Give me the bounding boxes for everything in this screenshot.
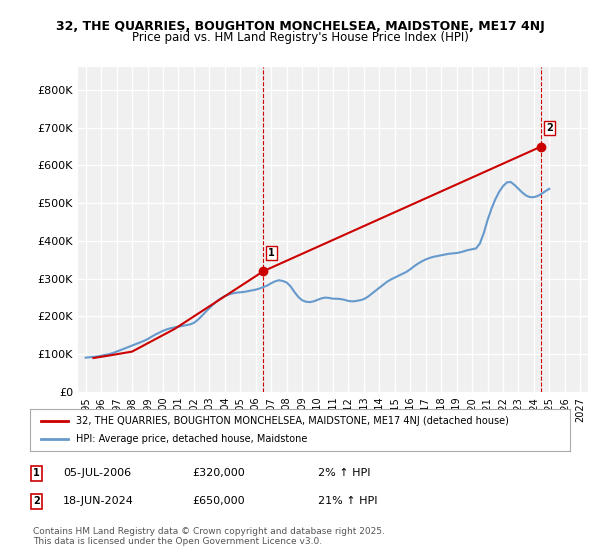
Text: 2% ↑ HPI: 2% ↑ HPI: [318, 468, 371, 478]
Text: £650,000: £650,000: [192, 496, 245, 506]
Text: 18-JUN-2024: 18-JUN-2024: [63, 496, 134, 506]
Text: Price paid vs. HM Land Registry's House Price Index (HPI): Price paid vs. HM Land Registry's House …: [131, 31, 469, 44]
Text: 05-JUL-2006: 05-JUL-2006: [63, 468, 131, 478]
Text: 21% ↑ HPI: 21% ↑ HPI: [318, 496, 377, 506]
Text: 1: 1: [268, 248, 275, 258]
Text: 2: 2: [546, 123, 553, 133]
Text: 1: 1: [33, 468, 40, 478]
Text: £320,000: £320,000: [192, 468, 245, 478]
Text: 2: 2: [33, 496, 40, 506]
Text: HPI: Average price, detached house, Maidstone: HPI: Average price, detached house, Maid…: [76, 434, 307, 444]
Text: 32, THE QUARRIES, BOUGHTON MONCHELSEA, MAIDSTONE, ME17 4NJ: 32, THE QUARRIES, BOUGHTON MONCHELSEA, M…: [56, 20, 544, 32]
Text: Contains HM Land Registry data © Crown copyright and database right 2025.
This d: Contains HM Land Registry data © Crown c…: [33, 526, 385, 546]
Text: 32, THE QUARRIES, BOUGHTON MONCHELSEA, MAIDSTONE, ME17 4NJ (detached house): 32, THE QUARRIES, BOUGHTON MONCHELSEA, M…: [76, 416, 509, 426]
